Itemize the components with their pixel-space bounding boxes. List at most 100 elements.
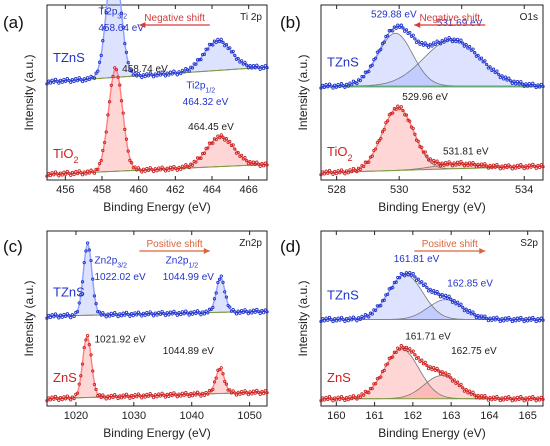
data-points [45,10,269,86]
x-tick-label: 163 [442,410,460,422]
series-label: TiO2 [327,144,352,163]
data-points [319,271,545,324]
peak-annotation: 162.75 eV [451,346,497,357]
panel-b: TZnS 529.88 eV 531.69 eV TiO2 529.96 eV 531.8… [280,4,545,214]
panel-label: (d) [280,237,301,256]
core-level-label: Zn2p [239,238,262,249]
peak-annotation: 531.69 eV [437,18,483,29]
peak-annotation: 529.88 eV [371,10,417,21]
x-tick-label: 460 [129,184,147,196]
fit-peak-fill [47,277,267,317]
fit-peak-fill [321,375,543,399]
fit-peak-fill [47,244,267,317]
panel-d: TZnS 161.81 eV 162.85 eV ZnS 161.71 eV162.75… [280,230,545,440]
peak-annotation: 161.81 eV [394,254,440,265]
peak-annotation: 464.32 eV [183,97,229,108]
peak-annotation: 1021.92 eV [94,335,145,346]
data-points [45,334,269,403]
peak-annotation: 162.85 eV [447,279,493,290]
x-tick-label: 458 [93,184,111,196]
panel-label: (a) [3,13,24,32]
x-tick-label: 161 [365,410,383,422]
peak-annotation: Zn2p1/2 [166,255,199,269]
x-tick-label: 466 [239,184,257,196]
fit-peak-fill [321,107,543,173]
peak-annotation: 1044.89 eV [163,346,214,357]
x-tick-label: 534 [515,184,533,196]
peak-annotation: Ti2p3/2 [98,6,127,19]
series-label: TZnS [53,50,85,65]
series-tzns: TZnS 161.81 eV 162.85 eV [319,254,545,324]
fit-peak-fill [321,299,543,320]
fit-peak-fill [47,336,267,399]
fit-peak-fill [321,275,543,320]
series-label: TZnS [327,288,359,303]
x-tick-label: 1050 [237,410,261,422]
fit-peak-fill [321,39,543,87]
peak-annotation: 161.71 eV [405,331,451,342]
core-level-label: Ti 2p [240,12,262,23]
x-tick-label: 462 [166,184,184,196]
x-axis-label: Binding Energy (eV) [103,426,210,440]
series-zns: ZnS 1021.92 eV 1044.89 eV [45,334,269,403]
fit-peak-fill [47,40,267,82]
x-tick-label: 1040 [179,410,203,422]
y-axis-label: Intensity (a.u.) [22,280,36,356]
shift-arrow-head [139,22,146,28]
data-points [319,344,545,403]
fit-peak-fill [321,33,543,87]
x-tick-label: 528 [327,184,345,196]
peak-annotation: Zn2p3/2 [94,255,127,269]
peak-annotation: 529.96 eV [402,92,448,103]
fit-peak-fill [47,136,267,175]
series-tzns: TZnS Ti2p3/2 458.64 eV Ti2p1/2 464.32 eV [45,0,269,108]
y-axis-label: Intensity (a.u.) [22,54,36,130]
fit-peak-fill [321,163,543,173]
x-tick-label: 464 [203,184,221,196]
series-tzns: TZnS 529.88 eV 531.69 eV [319,10,545,90]
series-label: TZnS [53,284,85,299]
x-tick-label: 165 [519,410,537,422]
peak-annotation: 1044.99 eV [163,272,214,283]
core-level-label: S2p [520,238,538,249]
y-axis-label: Intensity (a.u.) [296,280,310,356]
x-axis-label: Binding Energy (eV) [378,200,485,214]
shift-arrow-head [479,248,486,254]
plot-frame [46,230,268,407]
series-label: TiO2 [53,146,78,165]
shift-annotation: Positive shift [422,239,478,250]
x-tick-label: 162 [404,410,422,422]
series-label: ZnS [53,370,77,385]
peak-annotation: 458.64 eV [98,23,144,34]
fit-peak-fill [321,349,543,399]
x-tick-label: 456 [56,184,74,196]
series-label: ZnS [327,370,351,385]
peak-annotation: 458.74 eV [122,64,168,75]
peak-annotation: 531.81 eV [443,147,489,158]
panel-label: (b) [280,13,301,32]
x-tick-label: 164 [480,410,498,422]
x-tick-label: 1030 [122,410,146,422]
x-tick-label: 530 [390,184,408,196]
plot-frame [46,4,268,181]
series-tio: TiO2 458.74 eV 464.45 eV [45,64,269,178]
shift-annotation: Positive shift [147,239,203,250]
data-points [45,66,269,178]
series-tzns: TZnS Zn2p3/2 1022.02 eV Zn2p1/2 1044.99 eV [45,241,269,320]
core-level-label: O1s [520,12,538,23]
plot-frame [320,230,544,407]
x-tick-label: 160 [327,410,345,422]
fit-peak-fill [47,0,267,82]
shift-annotation: Negative shift [419,13,480,24]
series-label: TZnS [327,54,359,69]
panel-c: TZnS Zn2p3/2 1022.02 eV Zn2p1/2 1044.99 eV Zn… [3,230,269,440]
peak-annotation: 464.45 eV [188,122,234,133]
x-axis-label: Binding Energy (eV) [103,200,210,214]
x-tick-label: 532 [453,184,471,196]
data-points [45,241,269,320]
x-tick-label: 1020 [64,410,88,422]
peak-annotation: Ti2p1/2 [186,81,215,95]
